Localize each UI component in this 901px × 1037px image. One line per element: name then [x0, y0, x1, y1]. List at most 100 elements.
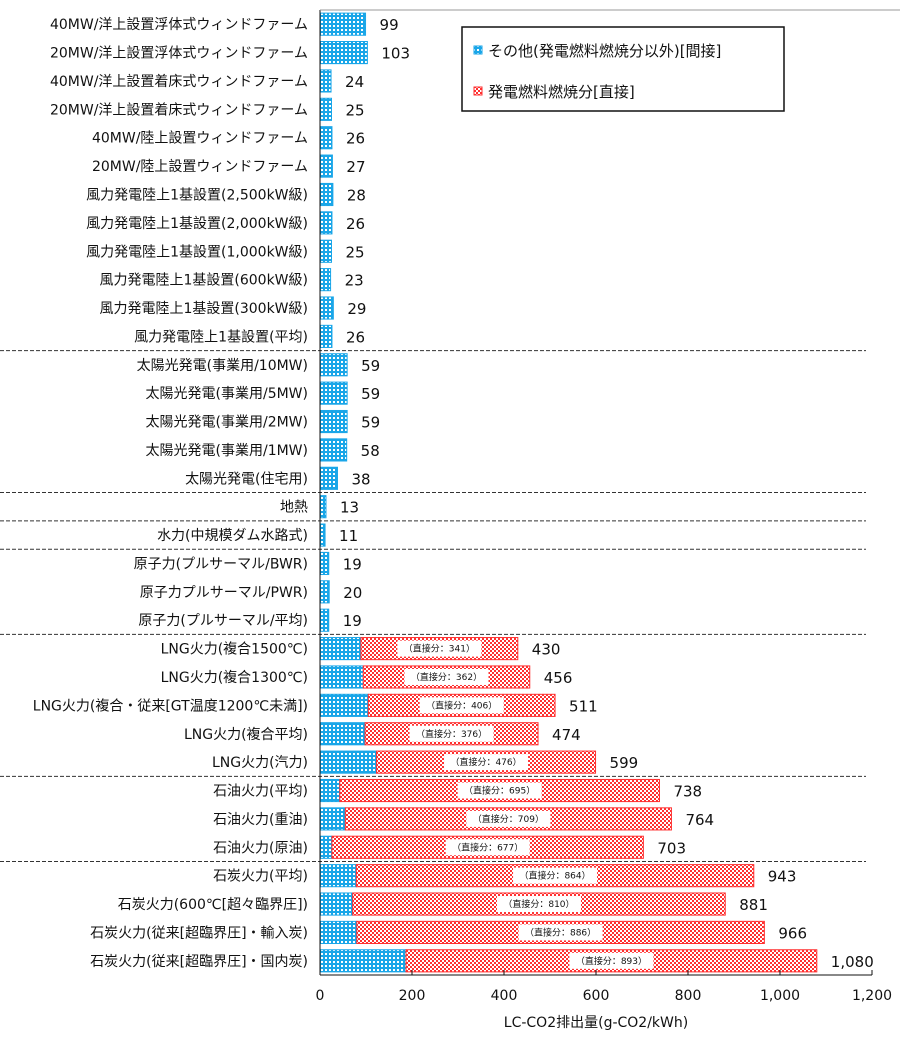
direct-label: （直接分：864）	[519, 870, 590, 882]
total-label: 474	[552, 726, 581, 744]
bar-indirect	[319, 864, 357, 888]
direct-label-box	[444, 754, 529, 771]
total-label: 38	[351, 470, 370, 488]
direct-label-box	[445, 839, 530, 856]
x-tick-label: 1,200	[852, 988, 892, 1004]
direct-label: （直接分：695）	[464, 785, 535, 797]
bar-indirect	[319, 41, 368, 65]
direct-label-box	[496, 896, 581, 913]
x-tick-label: 800	[675, 988, 702, 1004]
category-label: 地熱	[280, 500, 308, 516]
bar-indirect	[319, 551, 330, 576]
direct-label-box	[457, 782, 542, 799]
legend-box	[461, 26, 785, 112]
total-label: 26	[346, 215, 365, 233]
total-label: 430	[532, 641, 561, 659]
bar-indirect	[319, 608, 330, 632]
direct-label-box	[569, 952, 654, 969]
bar-indirect	[319, 69, 332, 93]
category-label: LNG火力(複合1300℃)	[161, 669, 308, 686]
bar-indirect	[319, 949, 407, 973]
category-label: 石油火力(平均)	[213, 784, 308, 800]
bar-indirect	[319, 154, 333, 178]
bar-indirect	[319, 466, 338, 490]
total-label: 1,080	[831, 953, 874, 971]
direct-label-box	[409, 725, 494, 742]
total-label: 13	[340, 499, 359, 517]
category-label: LNG火力(汽力)	[212, 755, 308, 771]
category-label: LNG火力(複合平均)	[184, 726, 308, 743]
category-label: 風力発電陸上1基設置(300kW級)	[99, 300, 308, 317]
category-label: 石油火力(重油)	[213, 812, 308, 828]
direct-label: （直接分：677）	[452, 841, 523, 853]
bar-indirect	[319, 637, 362, 661]
category-label: 石油火力(原油)	[213, 840, 308, 856]
x-tick-label: 0	[316, 988, 325, 1004]
category-label: 石炭火力(600℃[超々臨界圧])	[118, 897, 308, 913]
direct-label: （直接分：810）	[503, 898, 574, 910]
direct-label: （直接分：893）	[576, 955, 647, 967]
category-label: 40MW/洋上設置着床式ウィンドファーム	[50, 74, 308, 90]
category-label: 風力発電陸上1基設置(2,500kW級)	[86, 186, 308, 203]
bar-indirect	[319, 722, 366, 746]
direct-label: （直接分：476）	[450, 756, 521, 768]
bar-indirect	[319, 750, 378, 774]
total-label: 738	[673, 783, 702, 801]
bar-indirect	[319, 324, 333, 348]
total-label: 59	[361, 357, 380, 375]
total-label: 29	[347, 300, 366, 318]
total-label: 943	[768, 868, 797, 886]
bar-indirect	[319, 778, 341, 803]
direct-label: （直接分：341）	[404, 643, 475, 655]
direct-label-box	[404, 668, 489, 685]
bar-indirect	[319, 296, 334, 320]
bar-indirect	[319, 353, 348, 377]
total-label: 24	[345, 73, 364, 91]
total-label: 58	[361, 442, 380, 460]
bar-indirect	[319, 523, 326, 547]
total-label: 99	[380, 16, 399, 34]
total-label: 27	[346, 158, 365, 176]
direct-label: （直接分：886）	[525, 926, 596, 938]
category-label: 原子力(プルサーマル/BWR)	[134, 556, 308, 572]
direct-label: （直接分：376）	[416, 728, 487, 740]
total-label: 19	[343, 555, 362, 573]
legend-label-indirect: その他(発電燃料燃焼分以外)[間接]	[488, 42, 721, 60]
category-label: 20MW/洋上設置浮体式ウィンドファーム	[50, 46, 308, 62]
x-tick-label: 400	[491, 988, 518, 1004]
bar-indirect	[319, 438, 348, 462]
total-label: 23	[345, 272, 364, 290]
category-label: 20MW/洋上設置着床式ウィンドファーム	[50, 102, 308, 118]
category-label: 原子力(プルサーマル/平均)	[138, 613, 308, 629]
bar-indirect	[319, 665, 364, 689]
bar-indirect	[319, 381, 348, 405]
total-label: 511	[569, 697, 598, 715]
bar-indirect	[319, 239, 332, 263]
total-label: 599	[610, 754, 639, 772]
bar-indirect	[319, 12, 367, 36]
total-label: 26	[346, 130, 365, 148]
bar-indirect	[319, 97, 332, 121]
bar-indirect	[319, 268, 332, 292]
category-label: 風力発電陸上1基設置(2,000kW級)	[86, 215, 308, 232]
total-label: 26	[346, 328, 365, 346]
direct-label-box	[513, 867, 598, 884]
total-label: 25	[346, 243, 365, 261]
bar-indirect	[319, 807, 346, 831]
direct-label: （直接分：362）	[411, 671, 482, 683]
bar-indirect	[319, 126, 333, 150]
total-label: 59	[361, 414, 380, 432]
axes-layer: 0 200 400 600 800 1,000 1,200 LC-CO2排出量(g-CO2/k…	[0, 9, 900, 1031]
category-label: 20MW/陸上設置ウィンドファーム	[92, 159, 308, 175]
bar-indirect	[319, 920, 358, 944]
total-label: 11	[339, 527, 358, 545]
total-label: 59	[361, 385, 380, 403]
legend-swatch-indirect	[473, 45, 483, 55]
category-label: 太陽光発電(事業用/2MW)	[146, 415, 308, 431]
legend-label-direct: 発電燃料燃焼分[直接]	[488, 83, 635, 101]
category-label: 太陽光発電(住宅用)	[185, 471, 308, 487]
category-label: 40MW/陸上設置ウィンドファーム	[92, 131, 308, 147]
category-label: 太陽光発電(事業用/10MW)	[137, 358, 308, 374]
category-label: 風力発電陸上1基設置(600kW級)	[99, 272, 308, 289]
